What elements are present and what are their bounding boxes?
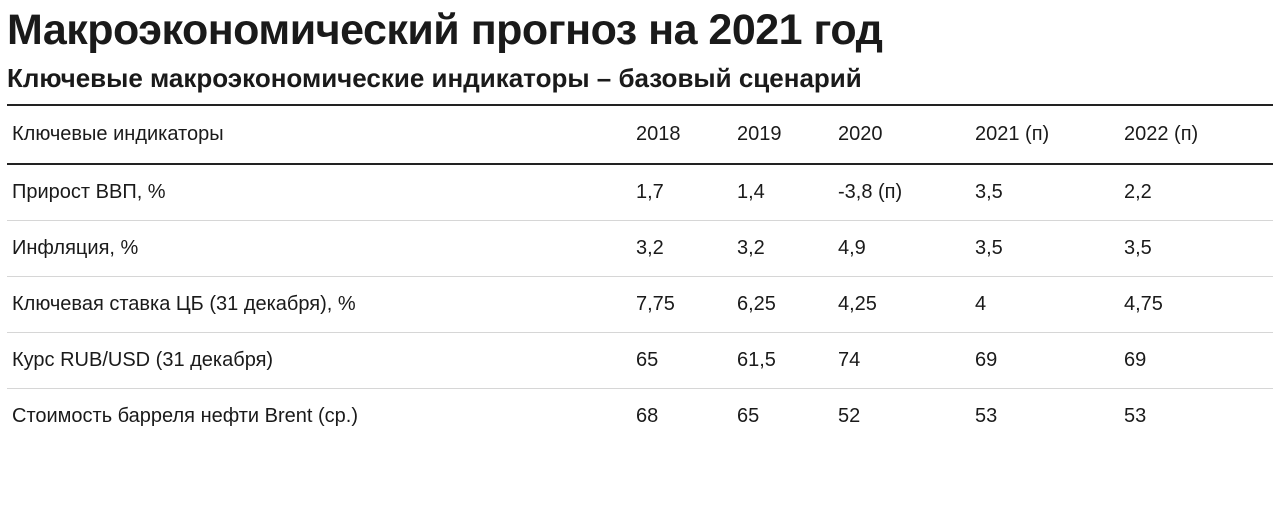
cell-value: 3,2	[737, 237, 765, 259]
table-row: Стоимость барреля нефти Brent (ср.) 68 65 5…	[7, 389, 1273, 444]
cell-value: 61,5	[737, 349, 776, 371]
cell-value: 4,75	[1124, 293, 1163, 315]
cell-value: 65	[737, 405, 760, 427]
cell-value: 2018	[636, 123, 681, 145]
cell-value: 69	[1124, 349, 1147, 371]
row-label: Прирост ВВП, %	[12, 181, 166, 203]
row-label: Стоимость барреля нефти Brent (ср.)	[12, 405, 358, 427]
cell-value: 68	[636, 405, 659, 427]
row-label: Ключевые индикаторы	[12, 123, 224, 145]
cell-value: 2020	[838, 123, 883, 145]
page-subtitle: Ключевые макроэкономические индикаторы –…	[7, 63, 862, 93]
cell-value: 53	[975, 405, 998, 427]
cell-value: 3,2	[636, 237, 664, 259]
cell-value: 3,5	[975, 237, 1003, 259]
cell-value: 52	[838, 405, 861, 427]
cell-value: 4	[975, 293, 987, 315]
cell-value: 3,5	[1124, 237, 1152, 259]
row-label: Ключевая ставка ЦБ (31 декабря), %	[12, 293, 356, 315]
cell-value: 74	[838, 349, 861, 371]
table-row: Инфляция, % 3,2 3,2 4,9 3,5 3,5	[7, 221, 1273, 277]
page-title: Макроэкономический прогноз на 2021 год	[7, 6, 883, 54]
table-row: Прирост ВВП, % 1,7 1,4 -3,8 (п) 3,5 2,2	[7, 165, 1273, 221]
cell-value: 53	[1124, 405, 1147, 427]
table: Ключевые индикаторы 2018 2019 2020 2021 (п) 2…	[7, 104, 1273, 444]
cell-value: 6,25	[737, 293, 776, 315]
table-row: Курс RUB/USD (31 декабря) 65 61,5 74 69 69	[7, 333, 1273, 389]
cell-value: 4,25	[838, 293, 877, 315]
cell-value: 1,7	[636, 181, 664, 203]
cell-value: 7,75	[636, 293, 675, 315]
header-row: Ключевые индикаторы 2018 2019 2020 2021 (п) 2…	[7, 104, 1273, 165]
cell-value: 69	[975, 349, 998, 371]
table-row: Ключевая ставка ЦБ (31 декабря), % 7,75 6,…	[7, 277, 1273, 333]
cell-value: 65	[636, 349, 659, 371]
cell-value: 2,2	[1124, 181, 1152, 203]
cell-value: 3,5	[975, 181, 1003, 203]
cell-value: -3,8 (п)	[838, 181, 903, 203]
cell-value: 2021 (п)	[975, 123, 1050, 145]
row-label: Инфляция, %	[12, 237, 139, 259]
cell-value: 2019	[737, 123, 782, 145]
cell-value: 1,4	[737, 181, 765, 203]
cell-value: 4,9	[838, 237, 866, 259]
row-label: Курс RUB/USD (31 декабря)	[12, 349, 274, 371]
cell-value: 2022 (п)	[1124, 123, 1199, 145]
